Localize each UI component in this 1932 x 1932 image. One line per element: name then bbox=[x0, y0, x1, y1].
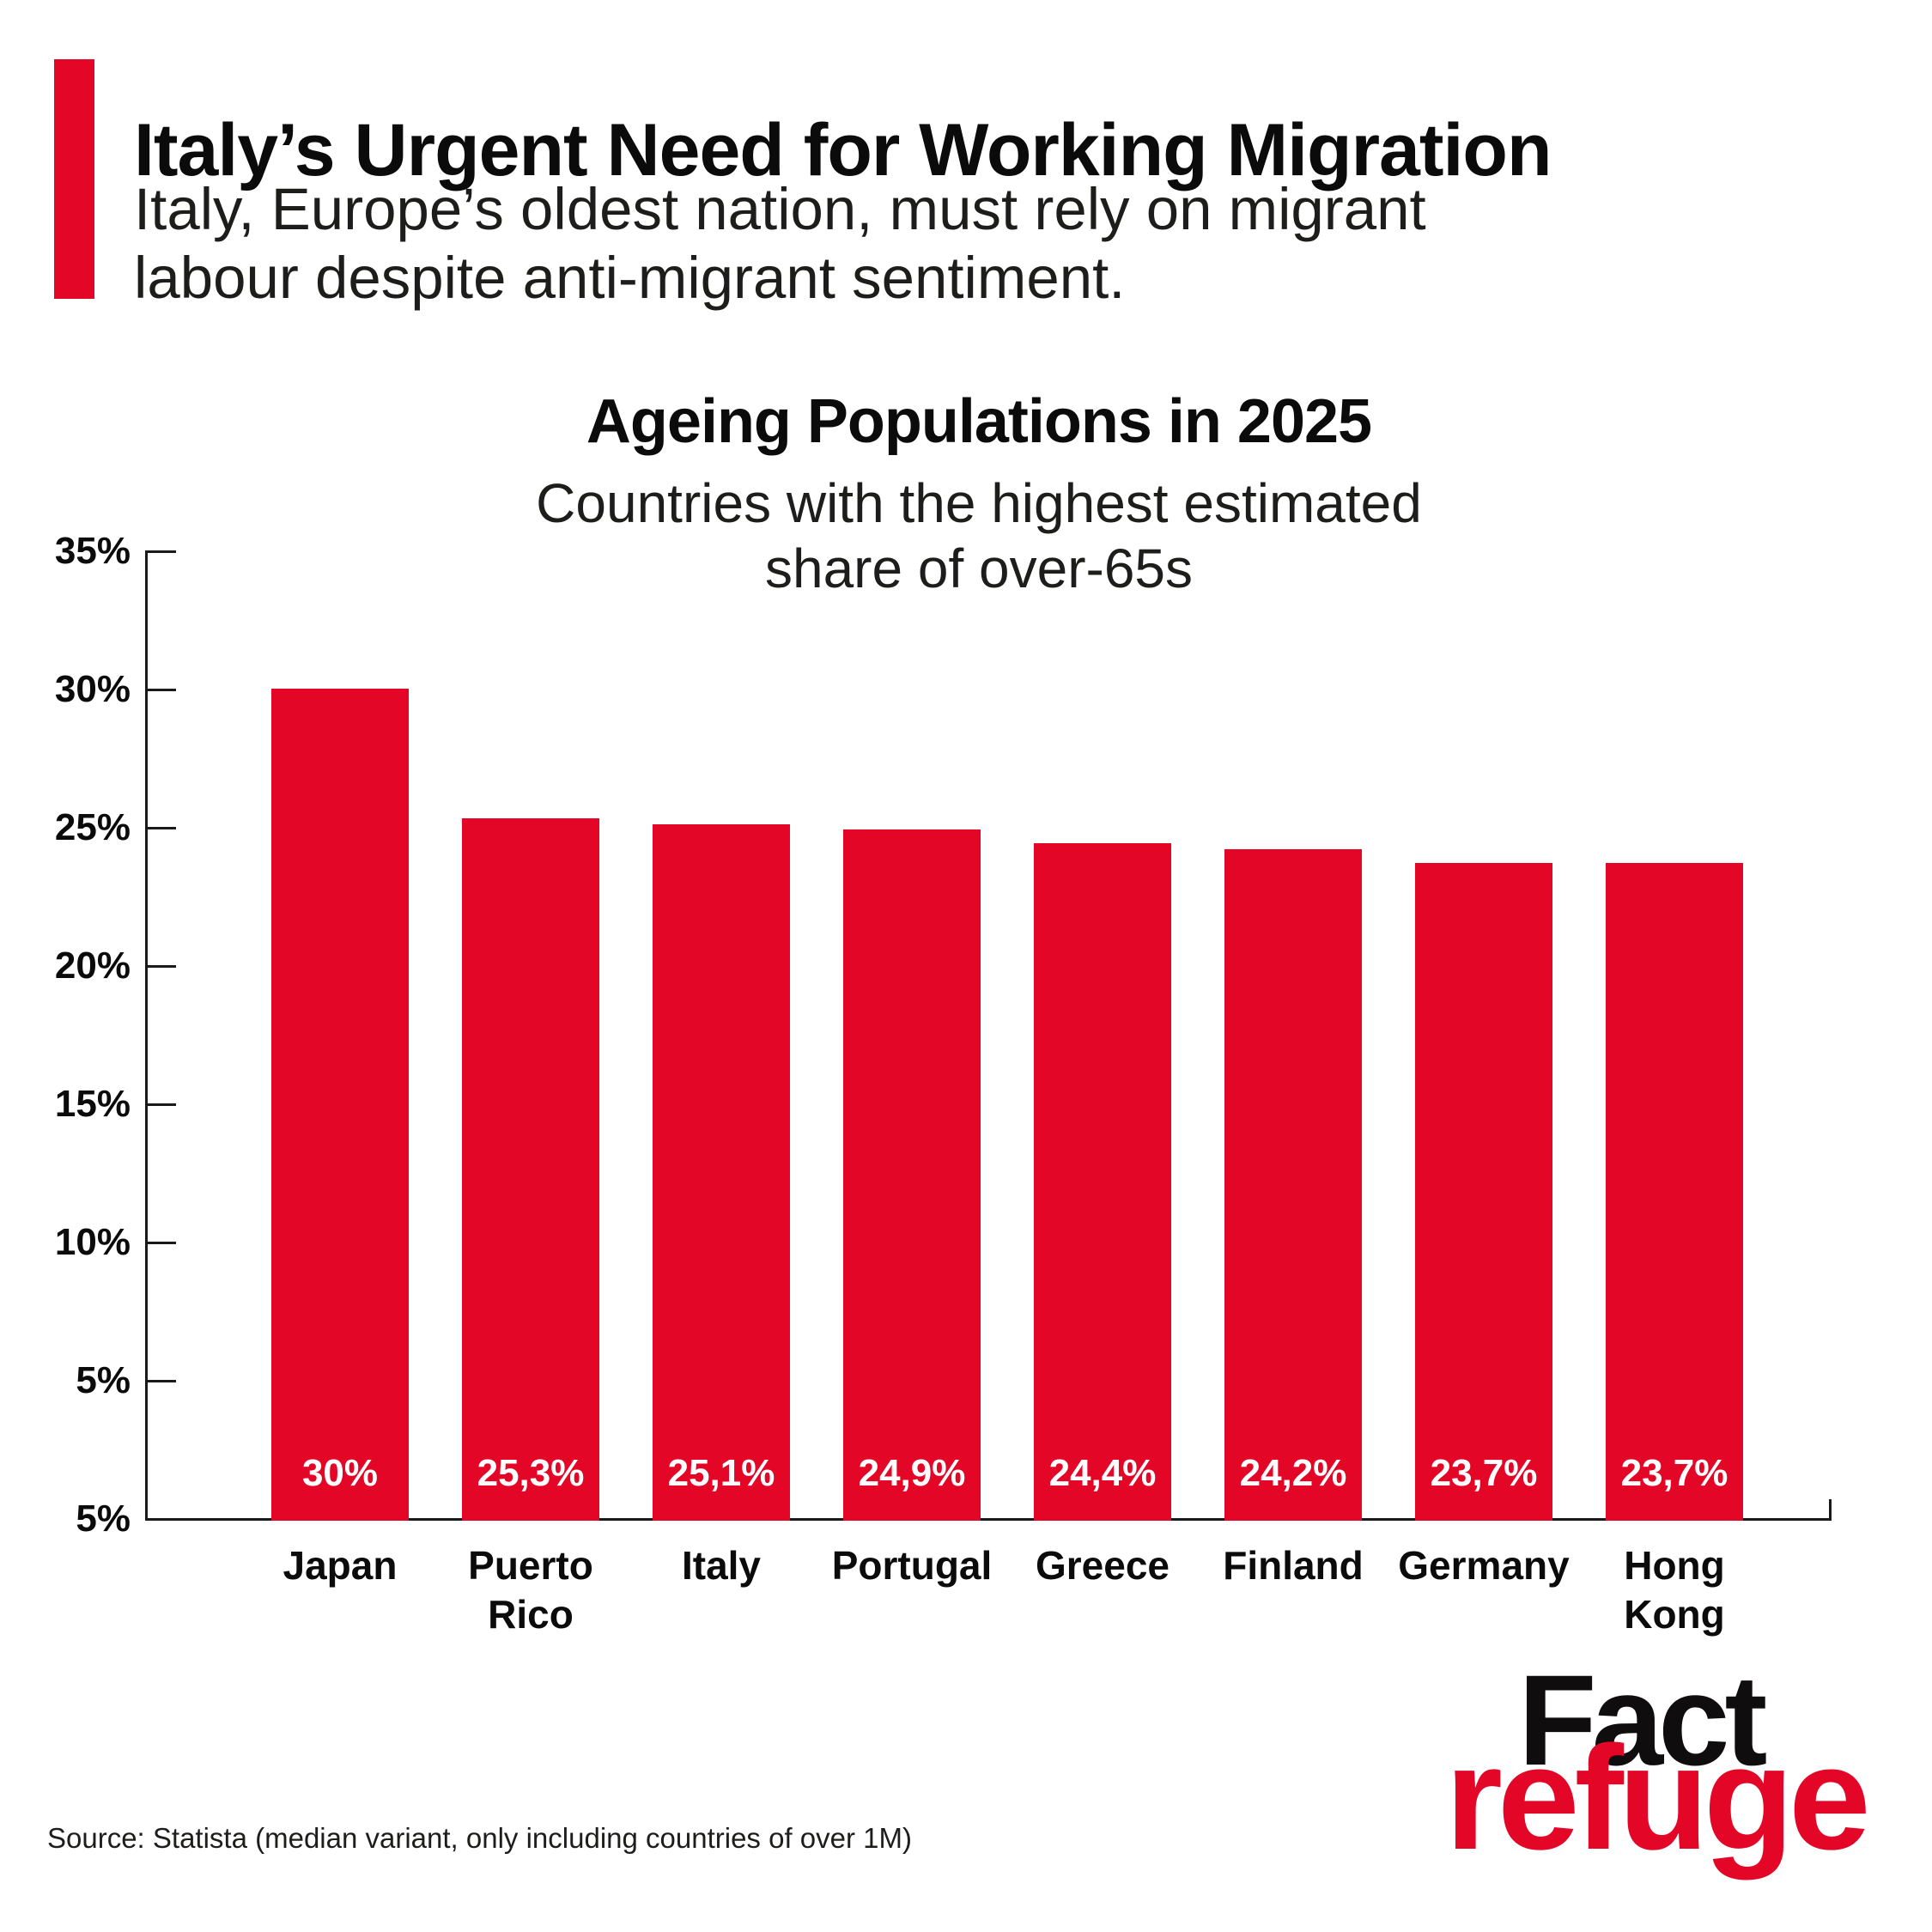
y-tick-label: 15% bbox=[54, 1083, 131, 1125]
bar-value-label: 24,2% bbox=[1239, 1452, 1347, 1494]
page-subtitle-line-2: labour despite anti-migrant sentiment. bbox=[134, 245, 1126, 311]
bar-category-label-line: Puerto bbox=[468, 1543, 593, 1588]
y-tick bbox=[148, 1103, 176, 1106]
bar-category-label: Finland bbox=[1190, 1541, 1396, 1590]
bar-value-label: 23,7% bbox=[1430, 1452, 1538, 1494]
bar-category-label: Hong Kong bbox=[1571, 1541, 1777, 1639]
bar-value-label: 23,7% bbox=[1620, 1452, 1728, 1494]
page-subtitle: Italy, Europe’s oldest nation, must rely… bbox=[134, 175, 1765, 313]
chart-title: Ageing Populations in 2025 bbox=[586, 387, 1372, 456]
bar-category-label-line: Finland bbox=[1223, 1543, 1364, 1588]
x-axis-right-hook bbox=[1829, 1499, 1832, 1521]
bar-category-label-line: Japan bbox=[283, 1543, 398, 1588]
y-tick-label: 25% bbox=[54, 806, 131, 848]
bar-value-label: 25,3% bbox=[477, 1452, 585, 1494]
chart-subtitle-line-2: share of over-65s bbox=[764, 538, 1194, 599]
y-tick bbox=[148, 689, 176, 691]
y-tick-label: 5% bbox=[76, 1498, 131, 1540]
bar-category-label: Portugal bbox=[809, 1541, 1015, 1590]
bar-category-label-line: Greece bbox=[1035, 1543, 1170, 1588]
y-tick-label: 30% bbox=[54, 668, 131, 710]
bar-portugal: 24,9% bbox=[843, 829, 981, 1521]
y-tick bbox=[148, 827, 176, 829]
bar-category-label-line: Italy bbox=[681, 1543, 762, 1588]
y-tick-label: 5% bbox=[76, 1359, 131, 1401]
bar-italy: 25,1% bbox=[653, 824, 790, 1521]
bar-category-label: Puerto Rico bbox=[428, 1541, 634, 1639]
logo-word-refuge: refuge bbox=[1445, 1716, 1871, 1880]
bar-category-label: Germany bbox=[1381, 1541, 1587, 1590]
y-tick bbox=[148, 1242, 176, 1244]
title-accent-bar bbox=[54, 59, 94, 299]
bar-value-label: 30% bbox=[301, 1452, 379, 1494]
y-tick bbox=[148, 965, 176, 968]
bar-japan: 30% bbox=[271, 689, 409, 1521]
x-axis-line bbox=[145, 1518, 1832, 1521]
bar-finland: 24,2% bbox=[1224, 849, 1362, 1521]
y-tick-label: 35% bbox=[54, 530, 131, 572]
y-axis-line bbox=[145, 550, 148, 1521]
bar-category-label: Greece bbox=[999, 1541, 1206, 1590]
bar-category-label: Italy bbox=[618, 1541, 824, 1590]
bar-category-label-line: Germany bbox=[1398, 1543, 1570, 1588]
y-tick-label: 20% bbox=[54, 945, 131, 987]
logo-word-fact: Fact bbox=[1518, 1648, 1767, 1792]
bar-category-label-line: Kong bbox=[1624, 1592, 1725, 1637]
y-tick bbox=[148, 550, 176, 553]
bar-value-label: 24,9% bbox=[858, 1452, 966, 1494]
chart-subtitle-line-1: Countries with the highest estimated bbox=[536, 472, 1422, 534]
bar-value-label: 24,4% bbox=[1048, 1452, 1157, 1494]
bar-puerto-rico: 25,3% bbox=[462, 818, 599, 1521]
source-text: Source: Statista (median variant, only i… bbox=[47, 1822, 912, 1854]
bar-category-label-line: Rico bbox=[488, 1592, 574, 1637]
bar-greece: 24,4% bbox=[1034, 843, 1171, 1521]
y-tick bbox=[148, 1380, 176, 1382]
chart-subtitle: Countries with the highest estimated sha… bbox=[82, 471, 1876, 601]
bar-category-label: Japan bbox=[237, 1541, 443, 1590]
bar-hong-kong: 23,7% bbox=[1606, 863, 1743, 1521]
page-subtitle-line-1: Italy, Europe’s oldest nation, must rely… bbox=[134, 176, 1426, 242]
y-tick-label: 10% bbox=[54, 1221, 131, 1263]
page-title: Italy’s Urgent Need for Working Migratio… bbox=[134, 108, 1552, 191]
bar-germany: 23,7% bbox=[1415, 863, 1552, 1521]
bar-value-label: 25,1% bbox=[667, 1452, 775, 1494]
bar-category-label-line: Hong bbox=[1624, 1543, 1725, 1588]
bar-category-label-line: Portugal bbox=[831, 1543, 993, 1588]
